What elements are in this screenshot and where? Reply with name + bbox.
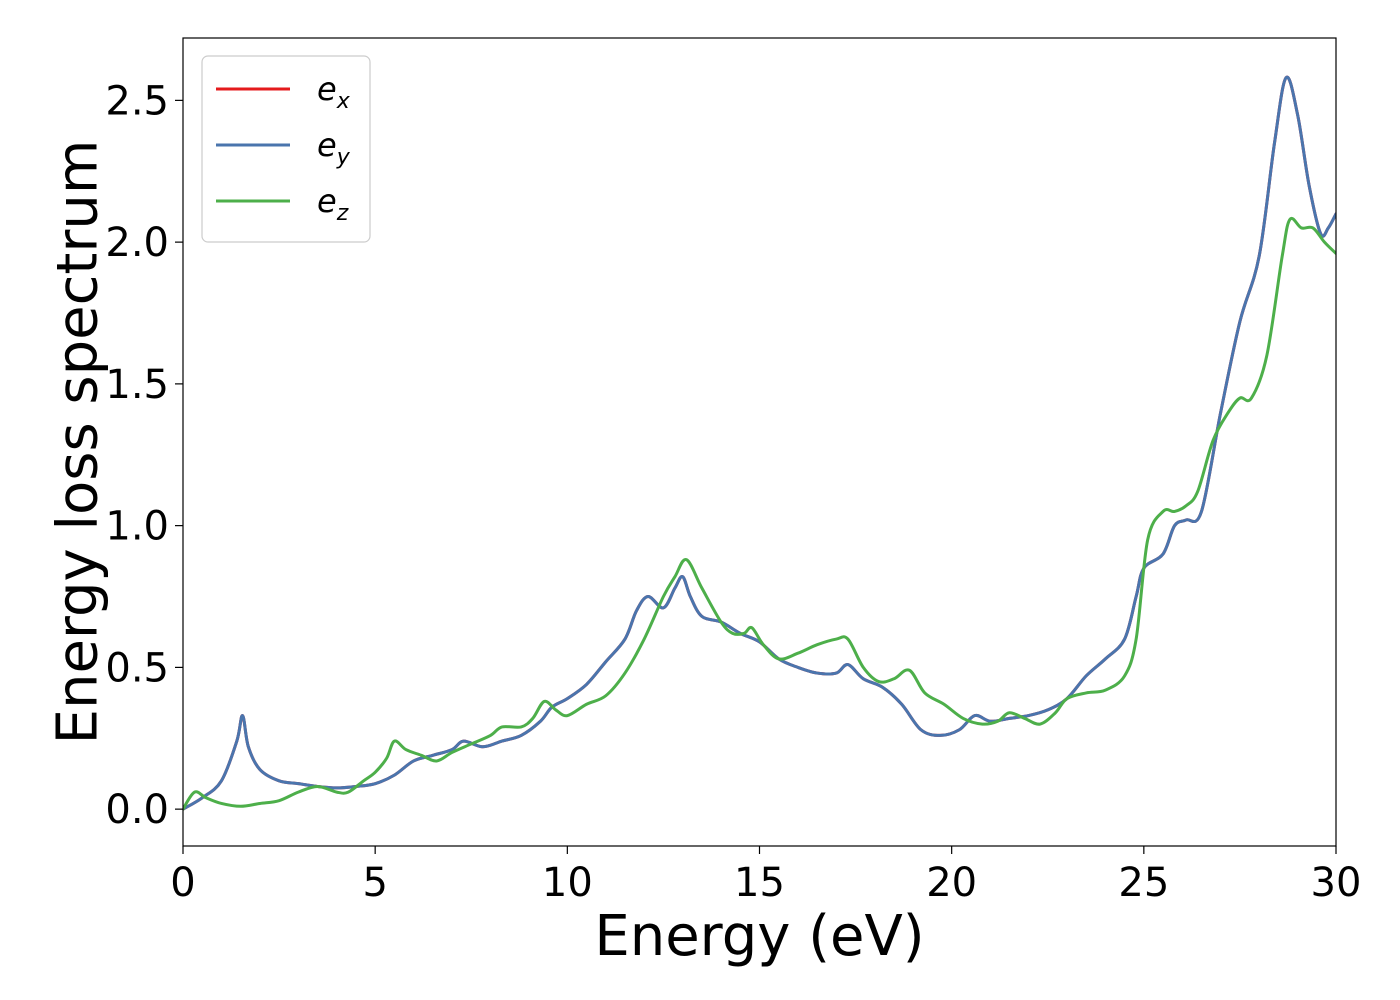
x-tick-label: 15 [734, 860, 785, 906]
series-line-ez [183, 216, 1336, 811]
y-tick-label: 0.0 [105, 787, 169, 833]
y-tick-label: 1.5 [105, 362, 169, 408]
x-axis-ticks: 0 5 10 15 20 25 30 [170, 846, 1361, 906]
x-tick-label: 0 [170, 860, 195, 906]
y-tick-label: 1.0 [105, 504, 169, 550]
x-tick-label: 25 [1118, 860, 1169, 906]
x-tick-label: 10 [542, 860, 593, 906]
y-tick-label: 0.5 [105, 645, 169, 691]
x-tick-label: 30 [1311, 860, 1362, 906]
legend-label: ex [317, 70, 351, 114]
x-tick-label: 20 [926, 860, 977, 906]
y-axis-ticks: 0.0 0.5 1.0 1.5 2.0 2.5 [105, 78, 183, 833]
legend-label: ez [317, 182, 349, 226]
x-tick-label: 5 [362, 860, 387, 906]
series-layer [183, 75, 1336, 811]
y-tick-label: 2.5 [105, 78, 169, 124]
y-tick-label: 2.0 [105, 220, 169, 266]
legend-label: ey [317, 126, 351, 170]
x-axis-label: Energy (eV) [594, 904, 924, 969]
legend: ex ey ez [201, 55, 371, 243]
y-axis-label: Energy loss spectrum [46, 140, 111, 745]
legend-box [201, 55, 371, 243]
